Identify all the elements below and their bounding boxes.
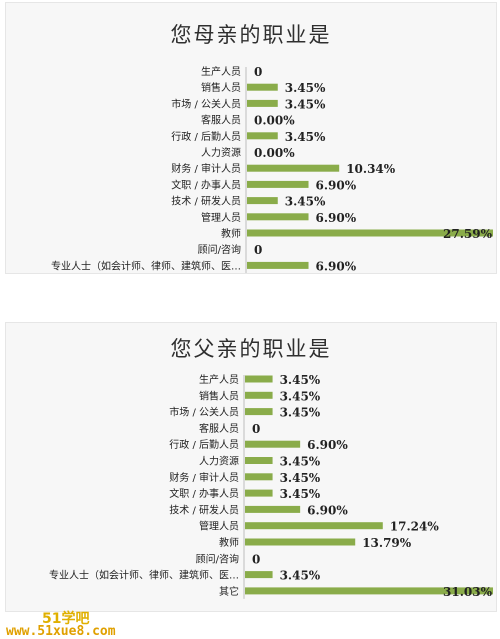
data-label: 3.45%: [285, 97, 326, 111]
bar: [247, 229, 493, 237]
bar: [247, 99, 278, 107]
data-label: 3.45%: [285, 81, 326, 95]
bar: [245, 489, 273, 497]
data-label: 6.90%: [316, 178, 357, 192]
data-label: 3.45%: [280, 471, 321, 485]
data-label: 0.00%: [254, 114, 295, 128]
data-label: 17.24%: [390, 520, 440, 534]
data-label: 3.45%: [285, 130, 326, 144]
bar: [247, 164, 340, 172]
father-occupation-chart: 您父亲的职业是 生产人员 3.45% 销售人员 3.45% 市场 / 公关人员 3.45%…: [5, 322, 497, 612]
bar: [247, 213, 309, 221]
category-label: 教师: [221, 227, 241, 240]
category-label: 专业人士（如会计师、律师、建筑师、医…: [49, 569, 239, 582]
data-label: 3.45%: [280, 487, 321, 501]
data-label: 0.00%: [254, 146, 295, 160]
data-label: 0: [254, 65, 262, 79]
category-label: 市场 / 公关人员: [169, 406, 239, 419]
category-label: 技术 / 研发人员: [171, 195, 241, 208]
category-label: 财务 / 审计人员: [171, 162, 241, 175]
category-label: 行政 / 后勤人员: [169, 438, 239, 451]
category-label: 生产人员: [199, 373, 239, 386]
category-label: 文职 / 办事人员: [169, 487, 239, 500]
category-label: 生产人员: [201, 65, 241, 78]
category-label: 人力资源: [199, 455, 239, 468]
bar: [245, 505, 301, 513]
data-label: 3.45%: [280, 389, 321, 403]
category-label: 市场 / 公关人员: [171, 97, 241, 110]
bar: [245, 587, 493, 595]
category-label: 教师: [219, 536, 239, 549]
bar: [245, 440, 301, 448]
bar: [247, 197, 278, 205]
data-label: 3.45%: [280, 569, 321, 583]
data-label: 0: [254, 243, 262, 257]
category-label: 销售人员: [199, 389, 239, 402]
category-label: 财务 / 审计人员: [169, 471, 239, 484]
category-label: 人力资源: [201, 146, 241, 159]
bar: [247, 132, 278, 140]
data-label: 3.45%: [280, 406, 321, 420]
data-label: 6.90%: [307, 438, 348, 452]
data-label: 3.45%: [285, 195, 326, 209]
category-label: 技术 / 研发人员: [169, 503, 239, 516]
category-label: 顾问/咨询: [198, 243, 241, 256]
data-label: 3.45%: [280, 455, 321, 469]
bar: [245, 473, 273, 481]
category-label: 销售人员: [201, 81, 241, 94]
bar: [245, 457, 273, 464]
bar: [247, 180, 309, 188]
data-label: 31.03%: [443, 585, 493, 599]
chart-title: 您母亲的职业是: [170, 23, 332, 47]
category-label: 管理人员: [199, 520, 239, 533]
bar: [245, 538, 356, 546]
bar: [245, 571, 273, 579]
bar: [245, 391, 273, 399]
category-label: 管理人员: [201, 211, 241, 224]
category-label: 行政 / 后勤人员: [171, 130, 241, 143]
bar: [247, 83, 278, 91]
bar: [245, 408, 273, 416]
category-label: 其它: [219, 585, 239, 598]
category-label: 顾问/咨询: [196, 552, 239, 565]
data-label: 13.79%: [362, 536, 412, 550]
data-label: 6.90%: [316, 259, 357, 273]
bar: [245, 522, 383, 530]
data-label: 3.45%: [280, 373, 321, 387]
bar: [247, 261, 309, 269]
mother-bar-chart-svg: 生产人员 0 销售人员 3.45% 市场 / 公关人员 3.45% 客服人员 0.00% 行政 …: [51, 65, 493, 290]
category-label: 专业人士（如会计师、律师、建筑师、医…: [51, 259, 241, 272]
data-label: 6.90%: [316, 211, 357, 225]
chart-title: 您父亲的职业是: [170, 337, 332, 361]
category-label: 客服人员: [199, 422, 239, 435]
watermark-logo-text: 51学吧: [42, 611, 90, 627]
father-bar-chart-svg: 生产人员 3.45% 销售人员 3.45% 市场 / 公关人员 3.45% 客服人员 0 行政 …: [49, 373, 493, 599]
category-label: 客服人员: [201, 114, 241, 127]
data-label: 0: [252, 552, 260, 566]
bar: [245, 375, 273, 383]
category-label: 文职 / 办事人员: [171, 178, 241, 191]
data-label: 10.34%: [346, 162, 396, 176]
mother-occupation-chart: 您母亲的职业是 生产人员 0 销售人员 3.45% 市场 / 公关人员 3.45% 客服人员…: [5, 2, 497, 290]
data-label: 27.59%: [443, 227, 493, 241]
data-label: 0: [252, 422, 260, 436]
data-label: 6.90%: [307, 503, 348, 517]
